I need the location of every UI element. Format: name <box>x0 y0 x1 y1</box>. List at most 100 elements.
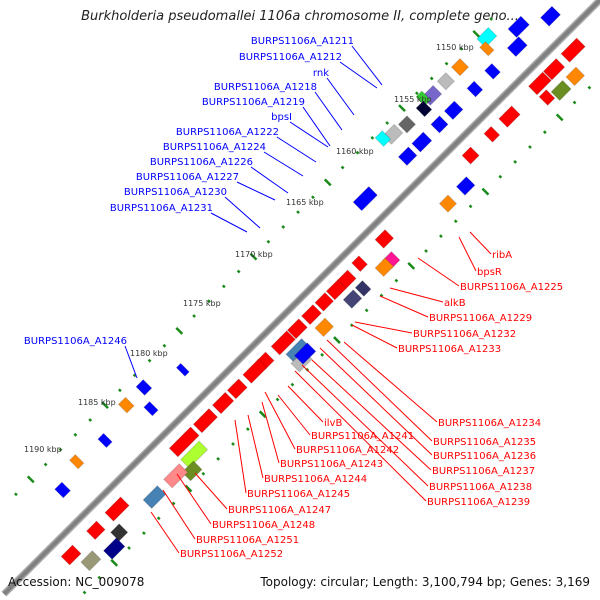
tick-label: 1150 kbp <box>436 43 474 52</box>
gene-feature <box>550 79 572 102</box>
tick-mark-inner <box>82 590 87 595</box>
tick-mark-outer <box>414 91 419 96</box>
gene-feature <box>374 257 395 278</box>
leader-line <box>264 391 296 450</box>
leader-line <box>276 136 317 163</box>
gene-feature <box>242 358 268 384</box>
tick-mark-inner <box>528 145 532 149</box>
tick-mark-inner <box>498 174 503 179</box>
leader-line <box>417 257 460 287</box>
gene-feature <box>506 36 528 58</box>
tick-mark-inner <box>333 336 341 344</box>
gene-feature <box>192 407 219 434</box>
gene-feature <box>97 432 113 449</box>
gene-label: BURPS1106A_A1229 <box>429 313 532 324</box>
gene-label: BURPS1106A_A1234 <box>438 418 541 429</box>
gene-label: BURPS1106A_A1226 <box>150 157 253 168</box>
leader-line <box>289 121 329 148</box>
tick-mark-outer <box>323 178 332 187</box>
tick-mark-outer <box>43 462 48 467</box>
gene-feature <box>411 131 433 153</box>
leader-line <box>351 324 398 349</box>
gene-feature <box>102 537 126 560</box>
leader-line <box>277 394 311 436</box>
tick-mark-inner <box>424 249 428 253</box>
gene-feature <box>314 291 335 312</box>
tick-mark-outer <box>236 269 241 274</box>
gene-label: alkB <box>444 298 466 309</box>
gene-label: BURPS1106A_A1230 <box>124 187 227 198</box>
leader-line <box>314 91 343 131</box>
gene-label: bpsI <box>271 112 292 123</box>
gene-feature <box>109 523 129 542</box>
gene-feature <box>565 66 586 87</box>
tick-mark-inner <box>379 293 384 298</box>
tick-label: 1160 kbp <box>336 147 374 156</box>
tick-mark-inner <box>468 204 473 209</box>
gene-feature <box>325 279 347 301</box>
gene-feature <box>211 391 235 415</box>
tick-mark-inner <box>97 575 102 580</box>
gene-feature <box>397 115 417 134</box>
gene-feature <box>527 71 552 96</box>
tick-mark-outer <box>249 252 258 261</box>
tick-mark-outer <box>311 195 315 200</box>
tick-mark-inner <box>245 427 250 432</box>
gene-label: BURPS1106A_A1246 <box>24 336 127 347</box>
tick-mark-inner <box>156 516 161 521</box>
gene-label: bpsR <box>477 267 502 278</box>
tick-mark-inner <box>127 546 131 550</box>
leader-line <box>294 370 427 502</box>
gene-feature <box>163 463 189 489</box>
gene-feature <box>68 453 85 470</box>
tick-mark-outer <box>266 239 271 244</box>
tick-mark-outer <box>58 447 63 452</box>
leader-line <box>263 151 304 177</box>
tick-mark-inner <box>453 219 458 224</box>
tick-mark-outer <box>459 46 464 51</box>
tick-mark-outer <box>489 17 493 21</box>
leader-line <box>261 401 280 464</box>
gene-feature <box>314 317 335 338</box>
gene-feature <box>538 89 556 107</box>
tick-label: 1155 kbp <box>394 95 432 104</box>
gene-label: BURPS1106A_A1225 <box>460 282 563 293</box>
tick-mark-outer <box>207 299 211 304</box>
gene-feature <box>352 185 378 212</box>
tick-mark-inner <box>231 442 235 446</box>
gene-label: BURPS1106A_A1219 <box>202 97 305 108</box>
gene-feature <box>85 520 106 541</box>
tick-mark-outer <box>147 358 152 363</box>
gene-feature <box>476 26 498 49</box>
tick-mark-inner <box>555 113 564 122</box>
gene-label: BURPS1106A_A1231 <box>110 203 213 214</box>
tick-mark-outer <box>370 135 375 140</box>
tick-mark-inner <box>142 531 146 535</box>
gene-feature <box>539 5 562 27</box>
tick-mark-inner <box>258 410 267 419</box>
gene-feature <box>142 485 167 510</box>
tick-mark-inner <box>201 471 206 476</box>
gene-label: rnk <box>313 68 329 79</box>
tick-mark-inner <box>439 234 443 239</box>
tick-mark-outer <box>14 492 18 497</box>
tick-mark-inner <box>394 278 399 283</box>
leader-line <box>311 359 432 471</box>
leader-line <box>194 472 228 510</box>
gene-label: BURPS1106A_A1218 <box>214 82 317 93</box>
gene-label: BURPS1106A_A1211 <box>251 36 354 47</box>
gene-label: BURPS1106A_A1247 <box>228 505 331 516</box>
gene-feature <box>175 362 190 377</box>
gene-feature <box>466 80 484 98</box>
gene-feature <box>374 130 392 148</box>
gene-feature <box>342 289 363 309</box>
tick-mark-outer <box>472 30 481 38</box>
gene-feature <box>443 100 464 121</box>
tick-mark-outer <box>221 284 226 289</box>
gene-feature <box>479 40 495 57</box>
gene-feature <box>461 146 480 165</box>
tick-mark-outer <box>101 401 109 410</box>
gene-feature <box>60 544 82 566</box>
gene-label: BURPS1106A_A1238 <box>429 482 532 493</box>
